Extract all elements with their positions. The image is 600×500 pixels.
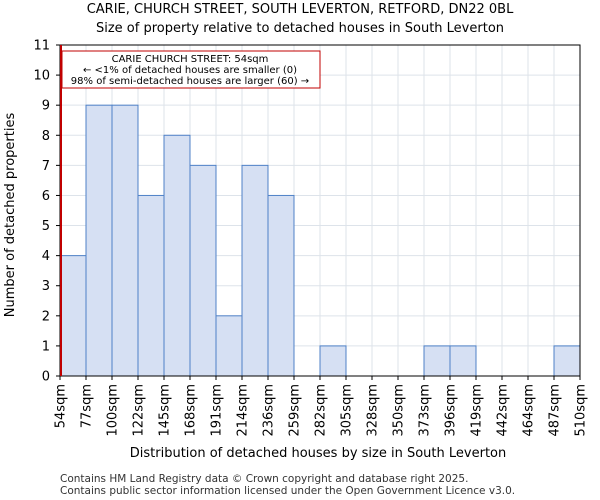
footer-licence: Contains public sector information licen… — [60, 485, 516, 497]
bar — [85, 104, 113, 377]
x-tick-label: 305sqm — [340, 384, 355, 437]
y-tick-label: 2 — [42, 309, 50, 324]
x-tick-label: 236sqm — [262, 384, 277, 437]
bar — [319, 345, 347, 377]
x-axis-label: Distribution of detached houses by size … — [130, 446, 506, 461]
y-tick-label: 9 — [42, 99, 50, 114]
bar — [137, 194, 165, 377]
bars — [59, 104, 581, 377]
y-tick-label: 3 — [42, 279, 50, 294]
x-tick-label: 191sqm — [210, 384, 225, 437]
y-tick-label: 4 — [42, 249, 50, 264]
annotation-line-1: CARIE CHURCH STREET: 54sqm — [112, 54, 269, 65]
y-axis-ticks: 0 1 2 3 4 5 6 7 8 9 10 11 — [33, 39, 60, 385]
x-tick-label: 168sqm — [184, 384, 199, 437]
annotation-line-2: ← <1% of detached houses are smaller (0) — [83, 65, 297, 76]
x-tick-label: 328sqm — [366, 384, 381, 437]
y-tick-label: 7 — [42, 159, 50, 174]
x-tick-label: 77sqm — [80, 384, 95, 428]
y-tick-label: 11 — [33, 39, 50, 54]
chart-subtitle: Size of property relative to detached ho… — [96, 21, 504, 36]
x-tick-label: 100sqm — [106, 384, 121, 437]
bar — [267, 194, 295, 377]
x-tick-label: 487sqm — [548, 384, 563, 437]
x-tick-label: 145sqm — [158, 384, 173, 437]
bar — [163, 134, 191, 377]
y-axis-label: Number of detached properties — [3, 113, 18, 318]
bar — [215, 315, 243, 377]
footer-copyright: Contains HM Land Registry data © Crown c… — [60, 473, 469, 485]
bar — [449, 345, 477, 377]
x-tick-label: 54sqm — [54, 384, 69, 428]
x-tick-label: 396sqm — [444, 384, 459, 437]
x-tick-label: 214sqm — [236, 384, 251, 437]
y-tick-label: 1 — [42, 339, 50, 354]
y-tick-label: 0 — [42, 370, 50, 385]
x-tick-label: 510sqm — [574, 384, 589, 437]
bar — [189, 164, 217, 377]
bar — [241, 164, 269, 377]
x-tick-label: 419sqm — [470, 384, 485, 437]
x-tick-label: 122sqm — [132, 384, 147, 437]
bar — [423, 345, 451, 377]
chart-title: CARIE, CHURCH STREET, SOUTH LEVERTON, RE… — [87, 2, 514, 17]
bar — [553, 345, 581, 377]
annotation-line-3: 98% of semi-detached houses are larger (… — [71, 76, 309, 87]
x-tick-label: 259sqm — [288, 384, 303, 437]
y-tick-label: 8 — [42, 129, 50, 144]
y-tick-label: 10 — [33, 69, 50, 84]
annotation-box: CARIE CHURCH STREET: 54sqm ← <1% of deta… — [61, 50, 321, 89]
y-tick-label: 6 — [42, 189, 50, 204]
x-tick-label: 464sqm — [522, 384, 537, 437]
annotation-frame — [61, 50, 321, 89]
bar — [59, 255, 87, 377]
x-tick-label: 350sqm — [392, 384, 407, 437]
y-tick-label: 5 — [42, 219, 50, 234]
x-tick-label: 442sqm — [496, 384, 511, 437]
x-tick-label: 282sqm — [314, 384, 329, 437]
x-axis-ticks: 54sqm 77sqm 100sqm 122sqm 145sqm 168sqm 191sqm… — [54, 376, 589, 437]
x-tick-label: 373sqm — [418, 384, 433, 437]
bar — [111, 104, 139, 377]
